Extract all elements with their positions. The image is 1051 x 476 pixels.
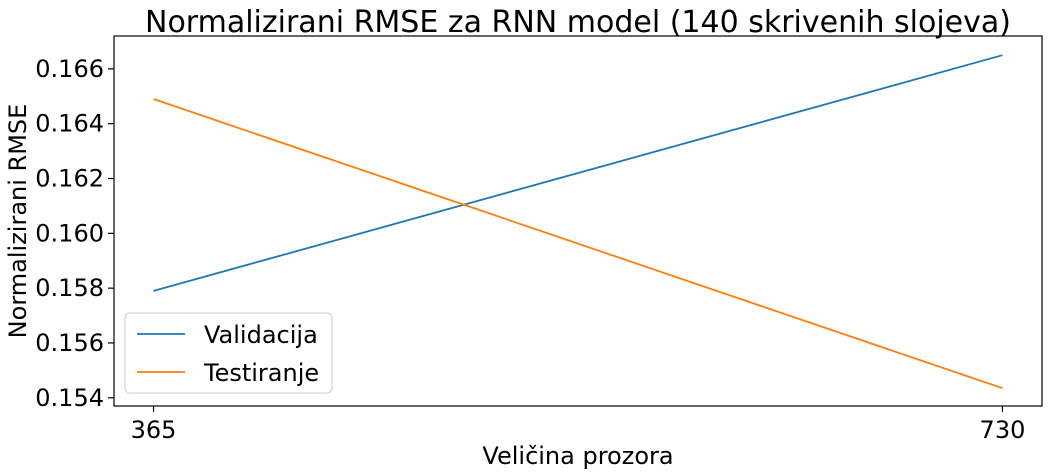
x-axis-label: Veličina prozora [482,442,673,470]
y-axis-label: Normalizirani RMSE [4,104,32,339]
legend-box [124,312,333,394]
plot-frame [113,35,1043,407]
series-line-validacija [153,54,1003,292]
y-tick-label: 0.164 [35,110,104,138]
y-tick-label: 0.162 [35,165,104,193]
y-tick-label: 0.166 [35,55,104,83]
legend: Validacija Testiranje [124,312,333,394]
y-tick-label: 0.160 [35,219,104,247]
x-tick-label: 730 [980,416,1026,444]
y-tick-label: 0.156 [35,329,104,357]
y-axis: 0.154 0.156 0.158 0.160 0.162 0.164 0.166 [35,55,114,412]
chart-title: Normalizirani RMSE za RNN model (140 skr… [145,5,1011,40]
y-tick-label: 0.154 [35,384,104,412]
legend-label: Validacija [204,321,318,349]
series-layer [153,54,1003,390]
y-tick-label: 0.158 [35,274,104,302]
series-line-testiranje [153,98,1003,390]
legend-label: Testiranje [203,359,319,387]
x-axis: 365 730 [131,406,1026,444]
x-tick-label: 365 [131,416,177,444]
